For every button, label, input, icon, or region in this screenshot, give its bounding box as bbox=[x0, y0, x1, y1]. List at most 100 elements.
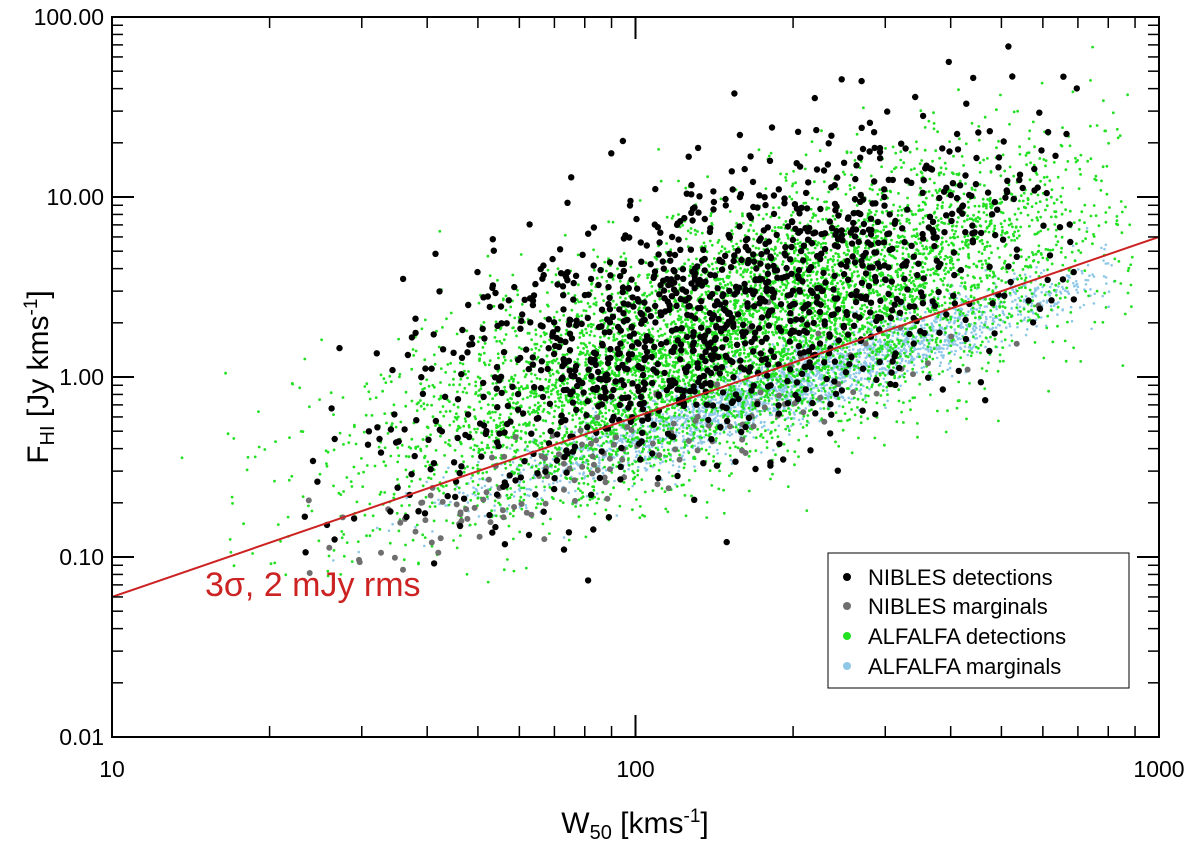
data-point bbox=[944, 240, 948, 243]
data-point bbox=[949, 320, 952, 324]
data-point bbox=[910, 234, 914, 238]
data-point bbox=[940, 326, 944, 329]
data-point bbox=[655, 417, 658, 420]
data-point bbox=[775, 382, 778, 385]
data-point bbox=[757, 148, 761, 152]
data-point bbox=[1035, 325, 1038, 328]
data-point bbox=[729, 458, 733, 462]
data-point bbox=[1055, 302, 1059, 306]
data-point bbox=[968, 343, 972, 347]
data-point bbox=[482, 351, 486, 355]
data-point bbox=[1086, 159, 1090, 163]
data-point bbox=[869, 365, 873, 369]
data-point bbox=[383, 491, 387, 494]
data-point bbox=[621, 441, 624, 444]
data-point bbox=[953, 339, 957, 343]
data-point bbox=[498, 416, 501, 420]
data-point bbox=[458, 491, 461, 494]
data-point bbox=[1047, 292, 1050, 296]
data-point bbox=[860, 343, 864, 347]
data-point bbox=[976, 301, 980, 304]
data-point bbox=[494, 514, 498, 518]
data-point bbox=[563, 233, 567, 237]
data-point bbox=[431, 415, 435, 419]
data-point bbox=[770, 413, 774, 417]
data-point bbox=[512, 537, 515, 541]
data-point bbox=[477, 451, 481, 455]
data-point bbox=[959, 341, 962, 345]
data-point bbox=[667, 471, 671, 474]
data-point bbox=[787, 416, 790, 420]
data-point bbox=[1070, 250, 1074, 254]
data-point bbox=[526, 449, 529, 452]
data-point bbox=[980, 331, 984, 334]
data-point bbox=[364, 413, 368, 417]
data-point bbox=[576, 463, 580, 467]
data-point bbox=[806, 284, 810, 288]
data-point bbox=[716, 378, 720, 382]
data-point bbox=[760, 451, 763, 454]
data-point bbox=[685, 431, 689, 435]
data-point bbox=[618, 439, 621, 443]
data-point bbox=[738, 372, 741, 375]
data-point bbox=[661, 389, 664, 392]
data-point bbox=[990, 206, 993, 210]
data-point bbox=[529, 488, 533, 492]
data-point bbox=[582, 481, 586, 485]
data-point bbox=[891, 334, 895, 338]
data-point bbox=[630, 391, 634, 395]
data-point bbox=[585, 495, 589, 498]
data-point bbox=[937, 350, 941, 354]
data-point bbox=[1070, 319, 1074, 323]
data-point bbox=[889, 345, 892, 349]
data-point bbox=[1013, 230, 1017, 234]
data-point bbox=[912, 279, 915, 283]
data-point bbox=[733, 421, 737, 424]
data-point bbox=[774, 245, 777, 249]
data-point bbox=[728, 430, 732, 434]
data-point bbox=[955, 296, 958, 300]
data-point bbox=[960, 298, 964, 301]
data-point bbox=[839, 419, 843, 423]
data-point bbox=[944, 326, 947, 330]
data-point bbox=[994, 345, 998, 349]
data-point bbox=[1009, 253, 1012, 257]
data-point bbox=[784, 220, 788, 223]
data-point bbox=[1053, 302, 1057, 306]
data-point bbox=[1101, 320, 1105, 324]
data-point bbox=[822, 407, 826, 410]
data-point bbox=[590, 325, 593, 329]
data-point bbox=[590, 426, 594, 429]
data-point bbox=[489, 493, 492, 496]
data-point bbox=[825, 383, 828, 387]
data-point bbox=[684, 418, 688, 422]
data-point bbox=[1064, 289, 1067, 293]
data-point bbox=[765, 440, 769, 444]
data-point bbox=[492, 445, 495, 449]
data-point bbox=[967, 310, 970, 314]
data-point bbox=[1049, 291, 1053, 295]
data-point bbox=[414, 525, 417, 529]
data-point bbox=[612, 333, 616, 336]
data-point bbox=[526, 445, 529, 448]
data-point bbox=[632, 409, 636, 413]
data-point bbox=[592, 488, 596, 492]
data-point bbox=[734, 423, 738, 427]
data-point bbox=[944, 266, 947, 270]
data-point bbox=[1100, 246, 1103, 250]
data-point bbox=[718, 432, 722, 435]
data-point bbox=[839, 377, 842, 380]
data-point bbox=[538, 441, 541, 445]
data-point bbox=[989, 315, 992, 319]
data-point bbox=[897, 192, 900, 195]
data-point bbox=[508, 313, 512, 317]
data-point bbox=[327, 554, 331, 558]
data-point bbox=[938, 364, 942, 368]
data-point bbox=[863, 351, 866, 355]
data-point bbox=[878, 368, 882, 371]
data-point bbox=[619, 255, 623, 259]
data-point bbox=[747, 280, 751, 284]
data-point bbox=[802, 377, 806, 381]
data-point bbox=[781, 379, 785, 383]
data-point bbox=[749, 271, 753, 275]
